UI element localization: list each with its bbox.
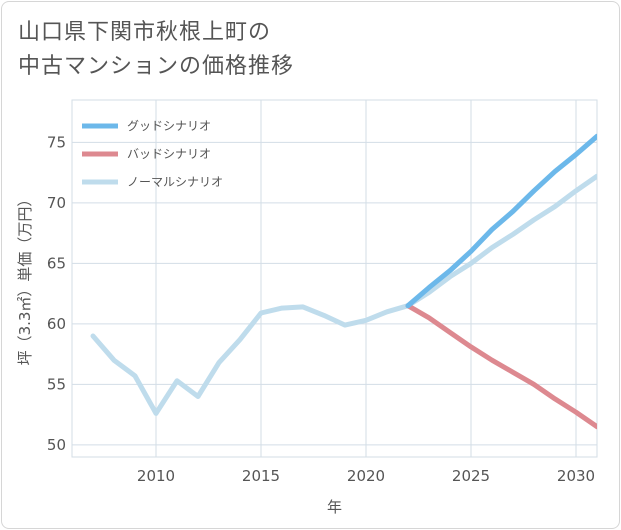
series-line-2 — [90, 173, 597, 416]
y-tick-label: 65 — [47, 254, 66, 272]
x-tick-label: 2010 — [137, 467, 175, 485]
chart-title-line2: 中古マンションの価格推移 — [18, 54, 295, 79]
chart-title: 山口県下関市秋根上町の 中古マンションの価格推移 — [18, 16, 294, 84]
axis-ticks: 50 55 60 65 70 75 2010 2015 2020 2025 2030 — [47, 133, 595, 485]
chart-title-line1: 山口県下関市秋根上町の — [18, 20, 272, 45]
x-tick-label: 2025 — [452, 467, 490, 485]
y-tick-label: 55 — [47, 375, 66, 393]
x-axis-title: 年 — [327, 498, 342, 516]
y-axis-title: 坪（3.3㎡）単価（万円） — [16, 192, 34, 366]
grid — [71, 99, 598, 458]
y-tick-label: 50 — [47, 436, 66, 454]
series-line-0 — [405, 133, 597, 309]
y-tick-label: 75 — [47, 133, 66, 151]
legend-label-1: バッドシナリオ — [127, 147, 211, 161]
series-line-1 — [405, 303, 597, 430]
series-layer — [90, 133, 597, 430]
legend-label-2: ノーマルシナリオ — [127, 175, 223, 189]
y-tick-label: 60 — [47, 315, 66, 333]
x-tick-label: 2015 — [242, 467, 280, 485]
y-tick-label: 70 — [47, 194, 66, 212]
plot-frame — [71, 99, 598, 458]
x-tick-label: 2030 — [557, 467, 595, 485]
x-tick-label: 2020 — [347, 467, 385, 485]
legend-label-0: グッドシナリオ — [127, 119, 211, 133]
